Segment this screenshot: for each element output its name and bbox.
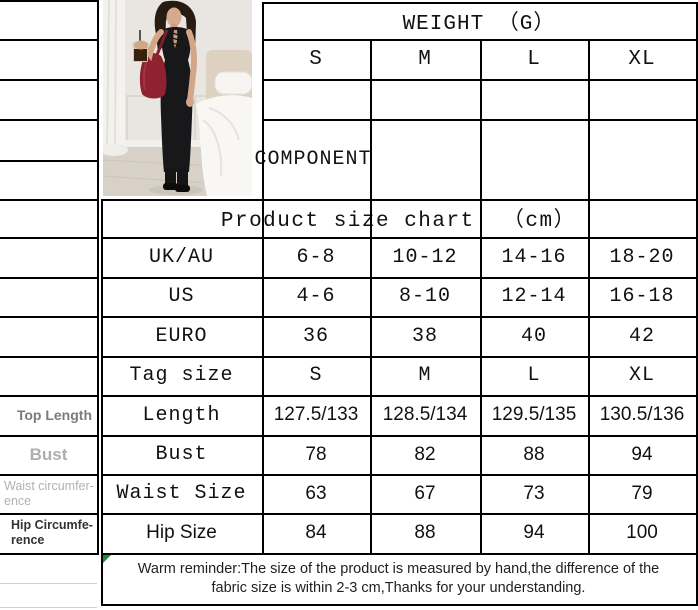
sidebar-grid-line (0, 435, 99, 437)
sidebar-label-hip-circumference: Hip Circumfe- rence (11, 518, 93, 547)
size-row-label-bust: Bust (155, 443, 208, 466)
size-value-bust-l: 88 (523, 443, 545, 465)
table-border-line (696, 2, 698, 606)
table-border-line (101, 237, 698, 239)
size-value-length-xl: 130.5/136 (599, 404, 685, 425)
sidebar-label-bust: Bust (29, 444, 68, 464)
sidebar-label-top-length: Top Length (16, 407, 92, 423)
size-value-us-s: 4-6 (296, 285, 336, 308)
size-row-label-tag-size: Tag size (129, 364, 234, 387)
sidebar-grid-line (0, 474, 99, 476)
size-value-hip-size-l: 94 (523, 522, 545, 543)
sidebar-grid-line (97, 0, 99, 555)
size-value-length-l: 129.5/135 (491, 404, 577, 425)
table-border-line (101, 395, 698, 397)
size-row-label-length: Length (142, 403, 221, 427)
size-row-label-uk-au: UK/AU (148, 245, 214, 269)
table-border-line (588, 39, 590, 555)
size-value-tag-size-xl: XL (628, 364, 655, 387)
sidebar-grid-line (0, 199, 99, 201)
weight-section-title: WEIGHT （G） (402, 12, 556, 36)
sidebar-grid-line (0, 395, 99, 397)
size-row-label-hip-size: Hip Size (146, 522, 217, 543)
product-photo (103, 0, 252, 196)
size-value-euro-m: 38 (411, 324, 438, 348)
size-value-length-m: 128.5/134 (382, 404, 468, 425)
table-border-line (101, 316, 698, 318)
table-border-line (101, 435, 698, 437)
sidebar-grid-line (0, 79, 99, 81)
sidebar-grid-line-faint (0, 583, 97, 584)
sidebar-grid-line (0, 553, 99, 555)
size-value-waist-size-l: 73 (523, 482, 545, 504)
size-value-bust-s: 78 (305, 443, 327, 465)
table-border-line (370, 39, 372, 555)
size-value-waist-size-m: 67 (414, 482, 436, 504)
size-value-us-m: 8-10 (398, 285, 451, 308)
table-border-line (101, 199, 103, 606)
size-value-length-s: 127.5/133 (273, 404, 359, 425)
size-value-bust-xl: 94 (631, 443, 653, 465)
size-row-label-waist-size: Waist Size (116, 482, 247, 505)
dress-shape (160, 27, 193, 172)
size-value-uk-au-m: 10-12 (392, 245, 458, 269)
size-value-tag-size-l: L (527, 364, 541, 387)
size-value-hip-size-xl: 100 (626, 522, 658, 543)
size-value-bust-m: 82 (414, 443, 436, 465)
cell-corner-marker-icon (102, 555, 111, 564)
size-value-euro-s: 36 (302, 324, 329, 348)
size-value-euro-xl: 42 (628, 324, 655, 348)
table-border-line (262, 2, 698, 4)
table-border-line (101, 604, 698, 606)
size-value-tag-size-m: M (418, 364, 432, 387)
sidebar-grid-line (0, 277, 99, 279)
component-label: COMPONENT (254, 147, 372, 171)
size-value-uk-au-xl: 18-20 (609, 245, 675, 269)
sidebar-grid-line (0, 119, 99, 121)
size-value-tag-size-s: S (309, 364, 323, 387)
sidebar-grid-line (0, 513, 99, 515)
size-chart-title: Product size chart （cm） (220, 210, 577, 233)
sidebar-grid-line (0, 39, 99, 41)
sidebar-grid-line (0, 237, 99, 239)
sidebar-grid-line-faint (0, 607, 97, 608)
size-value-us-xl: 16-18 (609, 285, 675, 308)
warm-reminder-text: Warm reminder:The size of the product is… (137, 560, 660, 596)
weight-size-header-m: M (418, 47, 432, 71)
size-value-uk-au-s: 6-8 (296, 245, 336, 269)
size-row-label-us: US (168, 285, 195, 308)
product-photo-illustration (103, 0, 252, 196)
table-border-line (101, 199, 698, 201)
weight-size-header-l: L (527, 47, 541, 71)
table-border-line (262, 2, 264, 555)
table-border-line (101, 277, 698, 279)
size-row-label-euro: EURO (155, 324, 208, 348)
size-value-waist-size-xl: 79 (631, 482, 653, 504)
sidebar-grid-line (0, 316, 99, 318)
size-value-uk-au-l: 14-16 (501, 245, 567, 269)
weight-size-header-s: S (309, 47, 323, 71)
sidebar-label-waist-circumference: Waist circumfer- ence (4, 478, 94, 508)
size-value-hip-size-s: 84 (305, 522, 327, 543)
sidebar-grid-line (0, 356, 99, 358)
size-value-euro-l: 40 (520, 324, 547, 348)
size-value-waist-size-s: 63 (305, 482, 327, 504)
sidebar-grid-line (0, 0, 99, 2)
table-border-line (101, 474, 698, 476)
table-border-line (480, 39, 482, 555)
size-value-us-l: 12-14 (501, 285, 567, 308)
table-border-line (101, 513, 698, 515)
sidebar-grid-line (0, 160, 99, 162)
table-border-line (101, 553, 698, 555)
table-border-line (101, 356, 698, 358)
size-value-hip-size-m: 88 (414, 522, 436, 543)
weight-size-header-xl: XL (628, 47, 656, 71)
